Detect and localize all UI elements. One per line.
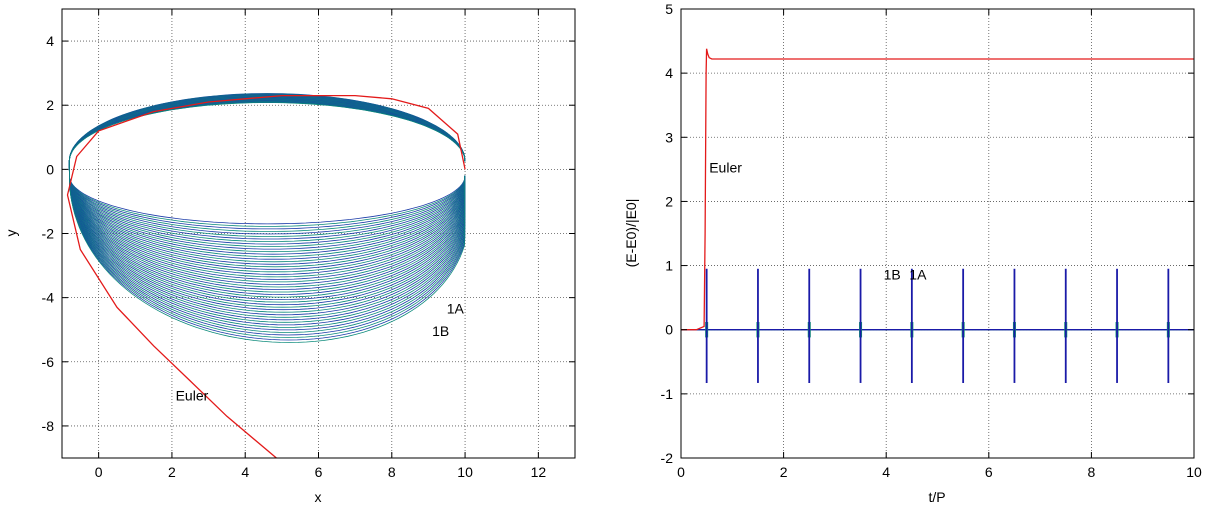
orbit-annotation: 1B — [432, 323, 449, 339]
energy-x-tick-label: 10 — [1186, 464, 1202, 480]
energy-x-tick-label: 2 — [780, 464, 788, 480]
energy-y-tick-label: 4 — [665, 65, 673, 81]
orbit-series-euler — [66, 94, 466, 458]
energy-x-tick-label: 8 — [1088, 464, 1096, 480]
orbit-x-tick-label: 6 — [315, 464, 323, 480]
orbit-x-tick-label: 12 — [531, 464, 547, 480]
orbit-x-tick-label: 4 — [241, 464, 249, 480]
energy-series-euler — [681, 48, 1194, 331]
orbit-x-axis-label: x — [315, 489, 322, 505]
orbit-y-tick-label: 4 — [46, 33, 54, 49]
orbit-y-tick-label: -4 — [42, 290, 55, 306]
orbit-panel: 0 2 4 6 8 10 12 -8 -6 -4 -2 0 2 4 1A 1B Euler x y — [3, 8, 576, 505]
energy-y-tick-label: 5 — [665, 1, 673, 17]
energy-series — [681, 48, 1194, 383]
energy-x-tick-label: 6 — [985, 464, 993, 480]
orbit-series-1B-loop — [68, 96, 466, 263]
energy-grid — [681, 9, 1194, 458]
energy-y-tick-label: 0 — [665, 322, 673, 338]
energy-y-tick-label: 2 — [665, 193, 673, 209]
orbit-series-1B-loop — [68, 99, 466, 313]
orbit-x-tick-label: 8 — [388, 464, 396, 480]
orbit-y-axis-label: y — [3, 230, 19, 237]
orbit-series-1A-loop — [68, 97, 466, 275]
energy-annotation: 1A — [909, 267, 927, 283]
energy-y-axis-label: (E-E0)/|E0| — [623, 199, 639, 268]
energy-annotation: Euler — [709, 160, 742, 176]
energy-ticks: 0 2 4 6 8 10 -2 -1 0 1 2 3 4 5 — [661, 1, 1202, 480]
energy-plot-frame — [680, 8, 1195, 459]
energy-y-tick-label: 1 — [665, 258, 673, 274]
energy-annotations: Euler 1B 1A — [709, 160, 927, 283]
orbit-series-1B-loop — [68, 102, 466, 343]
orbit-y-tick-label: -6 — [42, 354, 55, 370]
energy-x-tick-label: 4 — [882, 464, 890, 480]
energy-panel: 0 2 4 6 8 10 -2 -1 0 1 2 3 4 5 Euler 1B 1A t/P (E-E0)/|… — [623, 1, 1202, 505]
orbit-y-tick-label: -2 — [42, 226, 55, 242]
orbit-y-tick-label: 2 — [46, 97, 54, 113]
orbit-annotations: 1A 1B Euler — [176, 301, 465, 404]
orbit-x-tick-label: 2 — [168, 464, 176, 480]
orbit-x-tick-label: 0 — [95, 464, 103, 480]
orbit-annotation: 1A — [447, 301, 465, 317]
energy-annotation: 1B — [884, 267, 901, 283]
energy-y-tick-label: 3 — [665, 129, 673, 145]
orbit-y-tick-label: -8 — [42, 418, 55, 434]
energy-y-tick-label: -1 — [661, 386, 674, 402]
energy-y-tick-label: -2 — [661, 450, 674, 466]
orbit-series — [66, 93, 466, 458]
orbit-annotation: Euler — [176, 387, 209, 403]
orbit-x-tick-label: 10 — [457, 464, 473, 480]
energy-x-axis-label: t/P — [928, 489, 945, 505]
energy-x-tick-label: 0 — [677, 464, 685, 480]
orbit-y-tick-label: 0 — [46, 161, 54, 177]
orbit-ticks: 0 2 4 6 8 10 12 -8 -6 -4 -2 0 2 4 — [42, 9, 575, 480]
